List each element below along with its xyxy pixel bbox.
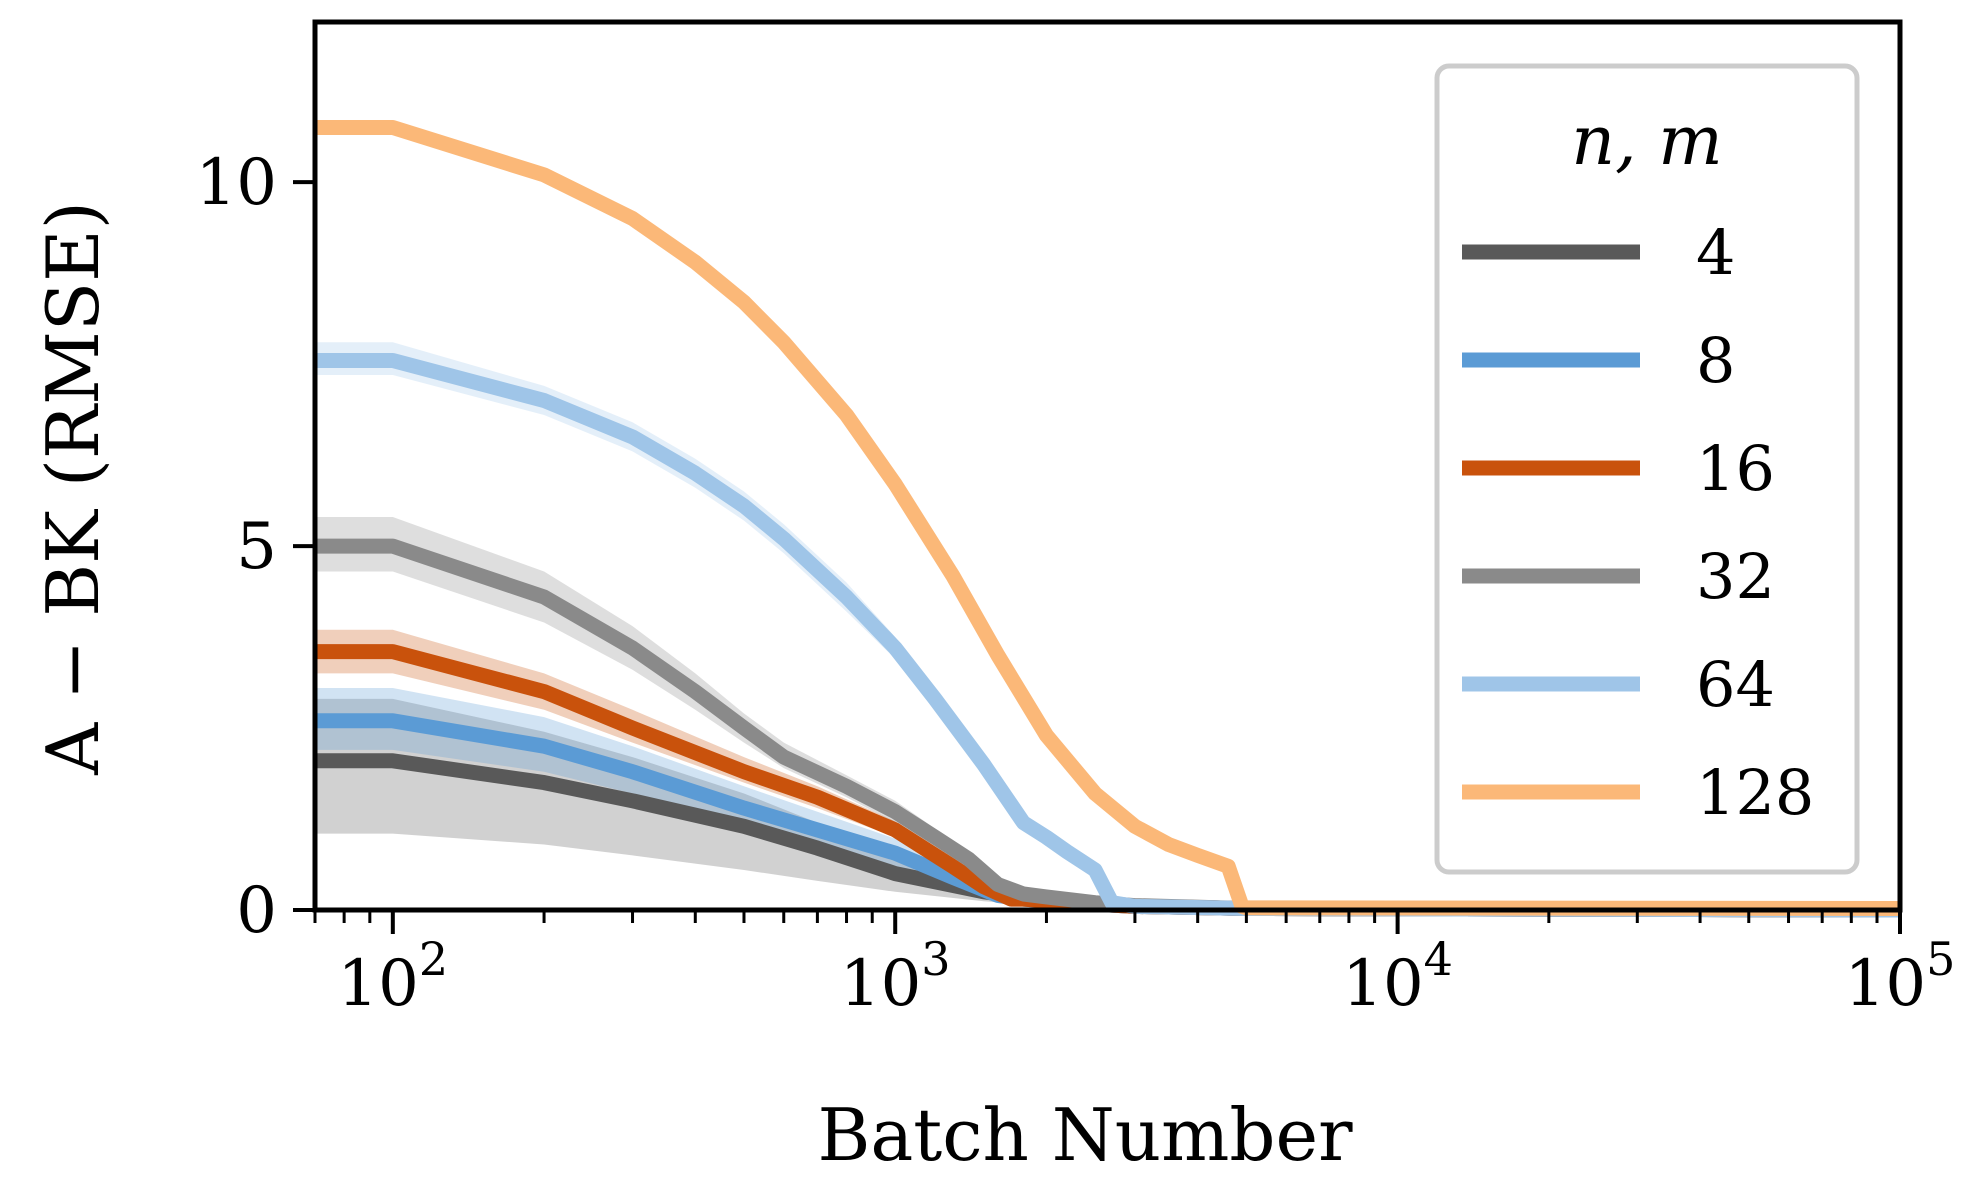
x-tick-label: 105	[1845, 932, 1956, 1021]
legend-label-32: 32	[1696, 540, 1775, 613]
line-64	[315, 353, 1901, 918]
x-tick-label: 103	[840, 932, 951, 1021]
legend-label-16: 16	[1696, 432, 1775, 505]
legend-title: n, m	[1571, 102, 1723, 181]
y-tick-label: 10	[196, 146, 277, 220]
band-4	[315, 698, 1900, 910]
x-tick-label: 102	[337, 932, 448, 1021]
axes	[312, 19, 1903, 913]
legend-label-128: 128	[1696, 756, 1814, 829]
legend-frame	[1434, 63, 1860, 875]
legend-items: 4 8 16 32 64 128	[1462, 216, 1814, 829]
band-32	[315, 517, 1900, 910]
line-32	[315, 538, 1901, 918]
legend: n, m 4 8 16 32 64 128	[1434, 63, 1860, 875]
band-16	[315, 629, 1900, 910]
plot-frame	[312, 19, 1903, 913]
x-axis-title: Batch Number	[817, 1093, 1353, 1177]
legend-label-4: 4	[1696, 216, 1735, 289]
line-128	[315, 120, 1901, 916]
tick-marks	[293, 180, 1902, 934]
x-tick-label: 104	[1342, 932, 1453, 1021]
y-tick-label: 0	[236, 874, 277, 948]
legend-label-64: 64	[1696, 648, 1775, 721]
tick-labels: 102 103 104 105 0 5 10	[196, 146, 1956, 1021]
legend-label-8: 8	[1696, 324, 1735, 397]
band-8	[315, 688, 1900, 910]
series-lines	[315, 120, 1901, 918]
y-tick-label: 5	[236, 510, 277, 584]
y-axis-title: A − BK (RMSE)	[31, 201, 115, 776]
